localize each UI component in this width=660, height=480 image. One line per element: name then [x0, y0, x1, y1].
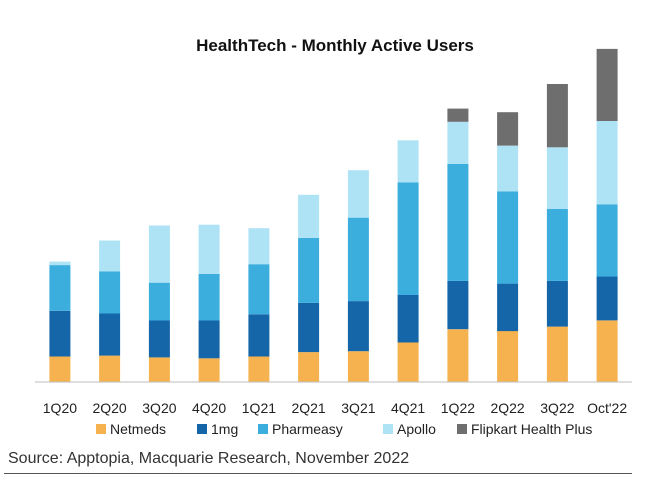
bar-segment-1mg-8	[447, 280, 469, 330]
bar-segment-apollo-5	[298, 194, 320, 238]
bar-segment-1mg-3	[198, 320, 220, 359]
bar-segment-netmeds-4	[248, 356, 270, 382]
bar-segment-apollo-9	[497, 145, 519, 192]
bar-segment-apollo-7	[397, 140, 419, 183]
bar-segment-flipkart-health-plus-8	[447, 108, 469, 122]
bar-segment-apollo-0	[49, 261, 71, 266]
bar-segment-pharmeasy-2	[148, 282, 170, 321]
bar-segment-pharmeasy-6	[347, 217, 369, 302]
bar-segment-apollo-1	[99, 240, 121, 272]
x-tick-label: Oct'22	[587, 400, 627, 416]
source-divider	[4, 473, 632, 474]
x-tick-label: 2Q22	[490, 400, 524, 416]
bar-segment-1mg-4	[248, 314, 270, 357]
legend-swatch	[383, 424, 393, 434]
bar-segment-flipkart-health-plus-10	[546, 84, 568, 148]
chart-title: HealthTech - Monthly Active Users	[196, 36, 474, 55]
bar-segment-apollo-3	[198, 224, 220, 274]
bar-segment-netmeds-10	[546, 326, 568, 382]
bar-segment-apollo-2	[148, 225, 170, 283]
bar-segment-1mg-11	[596, 276, 618, 321]
bar-segment-netmeds-2	[148, 357, 170, 382]
legend-label: Apollo	[397, 421, 436, 437]
chart: HealthTech - Monthly Active Users 1Q20 2Q…	[35, 36, 632, 437]
bar-segment-1mg-0	[49, 310, 71, 357]
bars	[49, 48, 618, 382]
bar-segment-pharmeasy-7	[397, 182, 419, 295]
legend: Netmeds 1mg Pharmeasy Apollo Flipkart Health…	[96, 421, 592, 437]
bar-segment-1mg-6	[347, 301, 369, 352]
bar-segment-flipkart-health-plus-9	[497, 112, 519, 146]
bar-segment-netmeds-9	[497, 331, 519, 382]
bar-segment-netmeds-3	[198, 358, 220, 382]
bar-segment-netmeds-7	[397, 342, 419, 382]
x-tick-labels: 1Q20 2Q20 3Q20 4Q20 1Q21 2Q21 3Q21 4Q21 1Q22 2Q22…	[43, 400, 628, 416]
x-tick-label: 3Q20	[142, 400, 176, 416]
bar-segment-pharmeasy-11	[596, 204, 618, 277]
x-tick-label: 1Q21	[242, 400, 276, 416]
bar-segment-1mg-2	[148, 320, 170, 358]
bar-segment-apollo-6	[347, 170, 369, 218]
x-tick-label: 2Q20	[92, 400, 126, 416]
bar-segment-pharmeasy-9	[497, 191, 519, 284]
bar-segment-pharmeasy-0	[49, 265, 71, 311]
bar-segment-apollo-4	[248, 228, 270, 265]
legend-label: Pharmeasy	[272, 421, 343, 437]
x-tick-label: 1Q20	[43, 400, 77, 416]
bar-segment-pharmeasy-4	[248, 264, 270, 315]
bar-segment-pharmeasy-10	[546, 208, 568, 281]
bar-segment-1mg-1	[99, 313, 121, 356]
legend-label: Flipkart Health Plus	[471, 421, 592, 437]
legend-label: Netmeds	[110, 421, 166, 437]
legend-swatch	[197, 424, 207, 434]
bar-segment-pharmeasy-8	[447, 164, 469, 281]
bar-segment-pharmeasy-5	[298, 237, 320, 303]
legend-swatch	[96, 424, 106, 434]
x-tick-label: 4Q20	[192, 400, 226, 416]
x-tick-label: 1Q22	[441, 400, 475, 416]
bar-segment-pharmeasy-1	[99, 271, 121, 314]
bar-segment-netmeds-0	[49, 356, 71, 382]
bar-segment-1mg-7	[397, 295, 419, 343]
bar-segment-flipkart-health-plus-11	[596, 48, 618, 121]
bar-segment-apollo-8	[447, 121, 469, 164]
bar-segment-netmeds-11	[596, 320, 618, 382]
source-note: Source: Apptopia, Macquarie Research, No…	[8, 450, 410, 467]
bar-segment-pharmeasy-3	[198, 273, 220, 321]
bar-segment-1mg-9	[497, 283, 519, 332]
bar-segment-netmeds-8	[447, 329, 469, 382]
bar-segment-1mg-10	[546, 280, 568, 327]
legend-label: 1mg	[211, 421, 238, 437]
x-tick-label: 2Q21	[291, 400, 325, 416]
legend-swatch	[457, 424, 467, 434]
bar-segment-apollo-11	[596, 121, 618, 205]
x-tick-label: 3Q21	[341, 400, 375, 416]
x-tick-label: 4Q21	[391, 400, 425, 416]
bar-segment-netmeds-6	[347, 351, 369, 382]
bar-segment-1mg-5	[298, 302, 320, 353]
x-tick-label: 3Q22	[540, 400, 574, 416]
bar-segment-netmeds-1	[99, 355, 121, 382]
bar-segment-apollo-10	[546, 147, 568, 209]
bar-segment-netmeds-5	[298, 352, 320, 382]
legend-swatch	[258, 424, 268, 434]
